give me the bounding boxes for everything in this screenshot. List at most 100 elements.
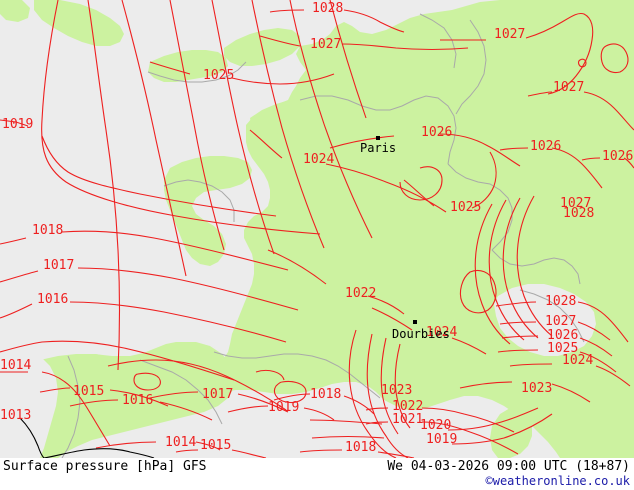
border-spain-interior	[139, 359, 223, 425]
isobar-funnel	[366, 333, 409, 458]
forecast-datetime: We 04-03-2026 09:00 UTC (18+87)	[387, 459, 630, 474]
isobar-value-label: 1014	[0, 358, 31, 373]
isobar-value-label: 1017	[202, 387, 233, 402]
isobar-value-label: 1015	[200, 438, 231, 453]
isobar-1027	[259, 35, 469, 51]
isobar-value-label: 1026	[602, 149, 633, 164]
land-southwest-england	[148, 50, 228, 82]
land-iberia	[16, 342, 234, 458]
isobar-1024	[509, 363, 631, 387]
isobar-1017	[0, 267, 299, 311]
isobar-funnel	[380, 337, 399, 435]
isobar-1014	[0, 371, 111, 447]
isobar-alps-bundle	[516, 195, 553, 337]
isobar-group	[0, 0, 634, 458]
border-alps-switzerland	[491, 249, 581, 285]
isobar-line	[329, 0, 367, 119]
isobar-1015	[175, 449, 267, 458]
isobar-value-label: 1026	[530, 139, 561, 154]
isobar-closed-small	[133, 372, 161, 391]
isobar-1027	[499, 321, 611, 341]
isobar-line	[211, 0, 275, 255]
map-svg: 1028102710271027102510261026102610191024…	[0, 0, 634, 458]
border-france-belgium	[299, 95, 457, 165]
isobar-line	[107, 359, 287, 411]
isobar-value-label: 1019	[268, 400, 299, 415]
map-canvas[interactable]: 1028 1027 1027 1027 1025 1026 1026 1026 1019 1024…	[0, 0, 634, 458]
land-wales	[34, 0, 124, 46]
isobar-1021	[365, 421, 519, 455]
isobar-black-1013	[19, 417, 45, 458]
isobar-value-label: 1023	[521, 381, 552, 396]
city-marker-dot[interactable]	[376, 136, 380, 140]
isobar-1026	[499, 147, 603, 189]
isobar-value-label: 1018	[32, 223, 63, 238]
landmass-group	[0, 0, 634, 458]
isobar-line	[87, 0, 121, 371]
city-marker-group: Paris Dourbies	[360, 136, 450, 341]
isobar-value-label: 1016	[37, 292, 68, 307]
isobar-value-label: 1027	[494, 27, 525, 42]
isobar-1020	[309, 407, 539, 431]
land-liguria	[568, 340, 634, 400]
isobar-value-label: 1018	[310, 387, 341, 402]
isobar-value-label: 1026	[421, 125, 452, 140]
isobar-value-label: 1020	[420, 418, 451, 433]
contour-label-group: 1028102710271027102510261026102610191024…	[0, 1, 633, 455]
isobar-1025	[403, 151, 497, 209]
isobar-1016	[69, 399, 213, 421]
isobar-value-label: 1028	[312, 1, 343, 16]
isobar-value-label: 1027	[310, 37, 341, 52]
isobar-funnel	[348, 329, 397, 458]
isobar-value-label: 1024	[426, 325, 457, 340]
isobar-line	[121, 0, 187, 277]
isobar-line	[0, 340, 235, 381]
border-italy-north	[519, 289, 585, 343]
isobar-1015	[39, 387, 169, 407]
isobar-value-label: 1024	[303, 152, 334, 167]
footer-bar: Surface pressure [hPa] GFS We 04-03-2026…	[0, 458, 634, 490]
isobar-value-label: 1018	[345, 440, 376, 455]
isobar-value-label: 1015	[73, 384, 104, 399]
isobar-value-label: 1026	[547, 328, 578, 343]
isobar-value-label: 1025	[450, 200, 481, 215]
coastline-brittany-detail	[163, 179, 235, 222]
isobar-1028	[495, 301, 629, 343]
isobar-alps-bundle	[474, 203, 511, 345]
isobar-closed-small	[273, 380, 307, 404]
isobar-closed-small	[255, 369, 285, 381]
isobar-1019	[227, 405, 335, 421]
isobar-line	[169, 0, 225, 251]
isobar-1026	[581, 157, 634, 169]
copyright-credit: ©weatheronline.co.uk	[485, 474, 631, 488]
isobar-line	[251, 0, 325, 249]
isobar-1028	[269, 9, 405, 33]
isobar-closed-loop-small	[577, 58, 587, 68]
isobar-1026	[329, 133, 521, 167]
isobar-value-label: 1016	[122, 393, 153, 408]
isobar-1018	[273, 393, 375, 415]
coastline-channel	[147, 61, 247, 83]
isobar-1022	[267, 249, 405, 315]
isobar-black-1013	[43, 448, 155, 458]
isobar-funnel	[394, 343, 411, 429]
city-marker-dot[interactable]	[413, 320, 417, 324]
border-benelux	[455, 19, 487, 115]
isobar-alps-bundle	[488, 199, 525, 341]
isobar-value-label: 1025	[547, 341, 578, 356]
border-france-germany	[447, 163, 513, 251]
isobar-line	[41, 0, 321, 235]
isobar-1025	[497, 349, 617, 373]
isobar-value-label: 1013	[0, 408, 31, 423]
isobar-closed-loop	[600, 43, 629, 74]
isobar-1018	[0, 230, 289, 271]
isobar-1027	[439, 12, 594, 95]
sea-atlantic-iberia	[0, 340, 58, 458]
city-name-label: Paris	[360, 141, 396, 155]
isobar-value-label: 1028	[545, 294, 576, 309]
isobar-value-label: 1017	[43, 258, 74, 273]
land-ireland-fragment	[0, 0, 30, 22]
land-normandy	[250, 100, 310, 134]
isobar-closed-cell	[459, 269, 497, 314]
isobar-value-label: 1027	[545, 314, 576, 329]
